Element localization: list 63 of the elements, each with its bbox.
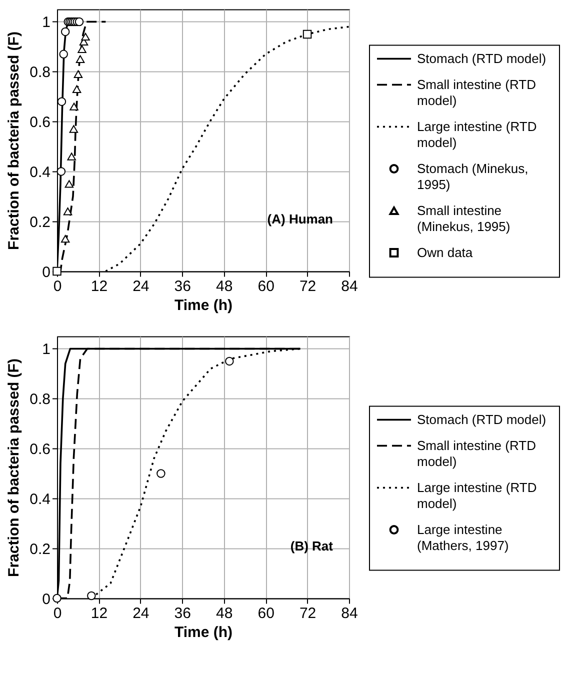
x-tick-label: 12 <box>90 604 108 622</box>
y-tick-label: 0 <box>42 590 50 608</box>
legend-label: Stomach (RTD model) <box>417 412 546 427</box>
x-tick-label: 84 <box>341 604 358 622</box>
x-axis-title: Time (h) <box>174 624 233 641</box>
x-tick-label: 48 <box>216 278 233 295</box>
x-tick-label: 48 <box>216 604 233 622</box>
legend-label: Small intestine (RTD model) <box>417 438 536 469</box>
x-tick-label: 0 <box>53 604 62 622</box>
x-tick-label: 0 <box>53 278 62 295</box>
y-tick-label: 0.2 <box>30 214 50 231</box>
x-tick-label: 24 <box>132 604 150 622</box>
legend-label: Stomach (RTD model) <box>417 50 546 66</box>
x-tick-label: 84 <box>341 278 358 295</box>
point <box>81 32 90 41</box>
point <box>56 167 66 176</box>
x-tick-label: 72 <box>299 604 316 622</box>
x-axis-title: Time (h) <box>174 296 233 314</box>
y-tick-label: 1 <box>42 14 50 32</box>
legend-label: Large intestine (RTD model) <box>417 480 537 511</box>
y-tick-label: 0.4 <box>30 490 50 508</box>
point <box>70 102 78 110</box>
point <box>69 125 78 133</box>
point <box>302 30 312 39</box>
point <box>60 234 70 243</box>
annotation: (B) Rat <box>290 538 334 554</box>
annotation: (A) Human <box>267 212 334 227</box>
x-tick-label: 60 <box>258 604 274 622</box>
point <box>76 55 85 64</box>
x-tick-label: 12 <box>90 278 108 295</box>
legend-label: Small intestine (Minekus, 1995) <box>417 202 510 234</box>
point <box>72 85 82 93</box>
point <box>156 469 166 478</box>
x-tick-label: 36 <box>174 278 191 295</box>
point <box>63 208 72 216</box>
legend-label: Large intestine (Mathers, 1997) <box>417 522 509 553</box>
legend-label: Small intestine (RTD model) <box>417 76 536 108</box>
point <box>67 152 76 160</box>
y-tick-label: 0.4 <box>30 164 50 181</box>
legend-label: Large intestine (RTD model) <box>417 118 537 150</box>
y-tick-label: 0.6 <box>30 441 50 458</box>
x-tick-label: 24 <box>132 278 150 295</box>
y-axis-title: Fraction of bacteria passed (F) <box>6 358 23 577</box>
x-tick-label: 60 <box>258 278 274 295</box>
legend-label: Stomach (Minekus, 1995) <box>417 160 528 192</box>
y-tick-label: 0.8 <box>30 391 50 408</box>
point <box>59 50 68 59</box>
y-tick-label: 0.8 <box>30 64 50 82</box>
point <box>60 27 70 36</box>
point <box>57 97 66 106</box>
point <box>78 45 86 54</box>
point <box>225 356 234 366</box>
x-tick-label: 72 <box>299 278 316 295</box>
y-tick-label: 0 <box>42 264 50 281</box>
point <box>87 591 96 600</box>
x-tick-label: 36 <box>174 604 191 622</box>
y-tick-label: 0.6 <box>30 114 50 132</box>
y-tick-label: 0.2 <box>30 540 50 558</box>
y-tick-label: 1 <box>42 341 50 358</box>
y-axis-title: Fraction of bacteria passed (F) <box>6 32 23 250</box>
point <box>74 70 83 78</box>
point <box>64 180 74 188</box>
legend-label: Own data <box>417 244 474 260</box>
